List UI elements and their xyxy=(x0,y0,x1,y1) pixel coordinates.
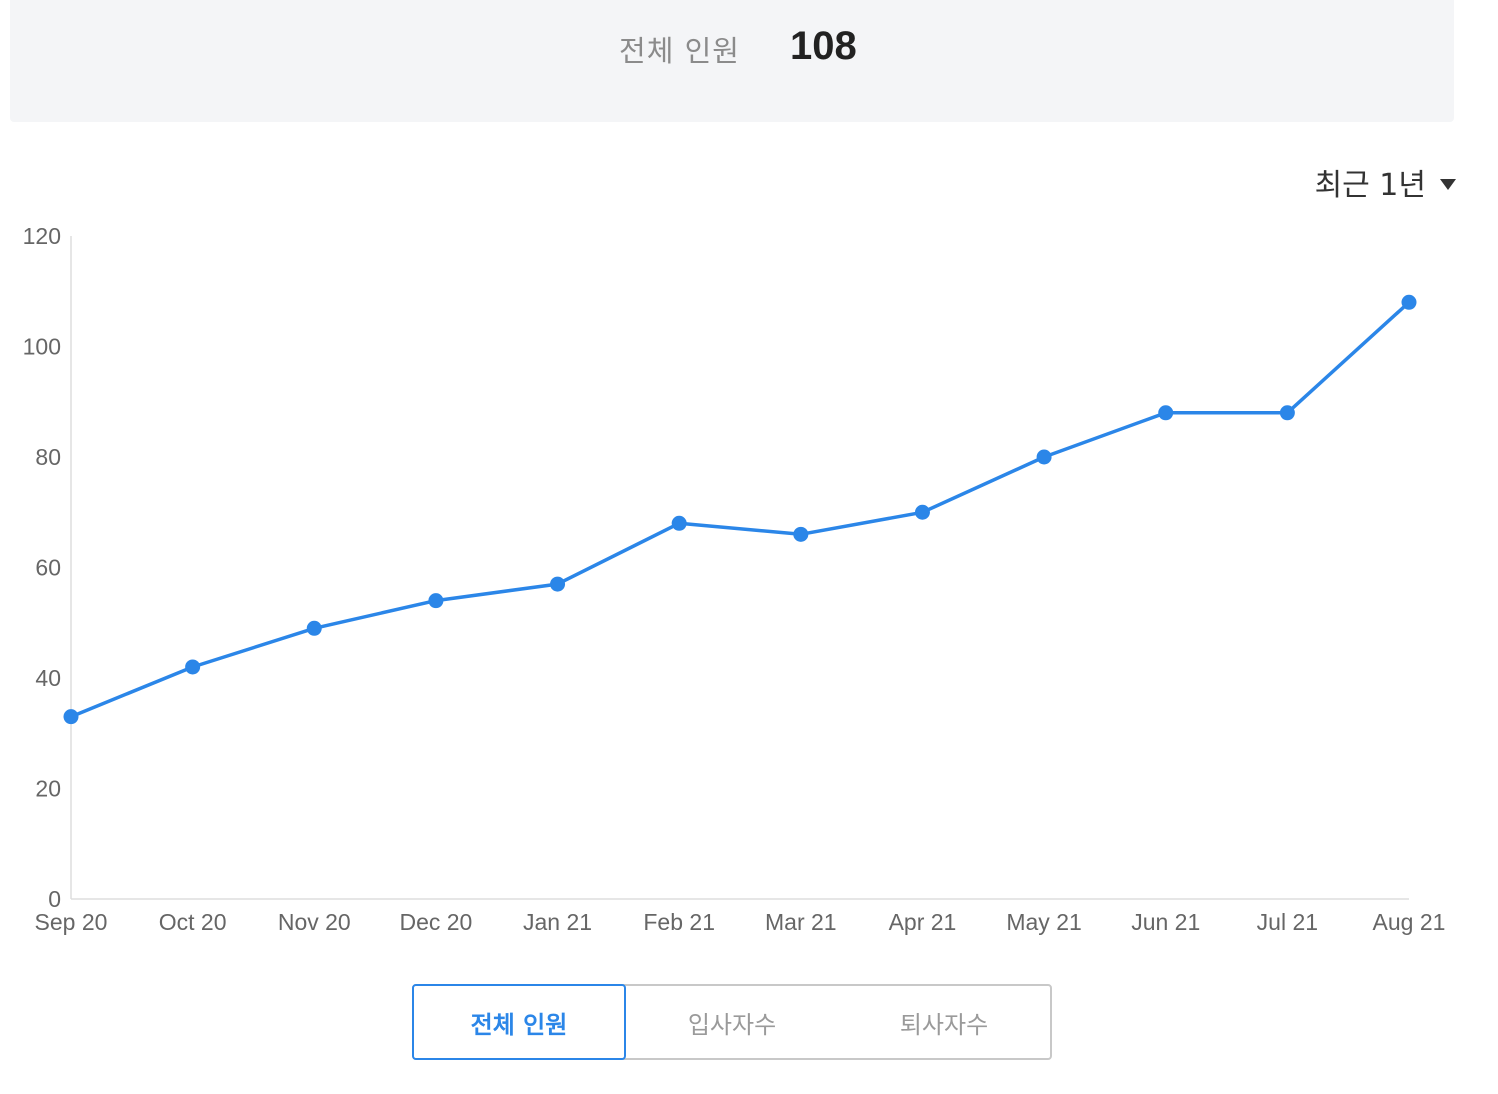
data-point[interactable] xyxy=(550,576,566,592)
period-dropdown-label: 최근 1년 xyxy=(1314,168,1426,203)
data-point[interactable] xyxy=(1158,405,1174,421)
y-tick-label: 0 xyxy=(48,886,61,912)
x-tick-label: Jun 21 xyxy=(1131,909,1200,935)
series-line xyxy=(70,301,1411,719)
series-group xyxy=(63,294,1417,725)
y-tick-label: 40 xyxy=(35,665,61,691)
y-axis-ticks: 0 20 40 60 80 100 120 xyxy=(23,223,61,912)
x-tick-label: Feb 21 xyxy=(643,909,715,935)
data-point[interactable] xyxy=(1401,294,1417,310)
summary-box: 전체 인원 108 xyxy=(10,0,1454,122)
period-dropdown[interactable]: 최근 1년 xyxy=(1315,160,1456,204)
data-point[interactable] xyxy=(1279,405,1295,421)
tab-total-headcount[interactable]: 전체 인원 xyxy=(412,984,626,1060)
y-tick-label: 80 xyxy=(35,444,61,470)
x-tick-label: Dec 20 xyxy=(399,909,472,935)
x-tick-label: Aug 21 xyxy=(1373,909,1446,935)
data-point[interactable] xyxy=(793,526,809,542)
y-tick-label: 60 xyxy=(35,555,61,581)
x-tick-label: Apr 21 xyxy=(889,909,957,935)
x-tick-label: Jul 21 xyxy=(1257,909,1318,935)
metric-tab-group: 전체 인원 입사자수 퇴사자수 xyxy=(412,984,1052,1060)
data-point[interactable] xyxy=(914,504,930,520)
y-tick-label: 100 xyxy=(23,334,61,360)
data-point[interactable] xyxy=(63,709,79,725)
tab-departures[interactable]: 퇴사자수 xyxy=(899,1010,989,1039)
summary-value: 108 xyxy=(790,24,857,68)
x-tick-label: Oct 20 xyxy=(159,909,227,935)
data-point[interactable] xyxy=(428,593,444,609)
x-tick-label: Jan 21 xyxy=(523,909,592,935)
data-point[interactable] xyxy=(306,620,322,636)
summary-label: 전체 인원 xyxy=(619,34,740,68)
headcount-line-chart: 0 20 40 60 80 100 120 Sep 20 Oct 20 Nov 20 Dec 20… xyxy=(23,223,1446,935)
y-tick-label: 120 xyxy=(23,223,61,249)
x-tick-label: Mar 21 xyxy=(765,909,837,935)
y-tick-label: 20 xyxy=(35,776,61,802)
data-point[interactable] xyxy=(1036,449,1052,465)
data-point[interactable] xyxy=(185,659,201,675)
x-tick-label: May 21 xyxy=(1006,909,1081,935)
caret-down-icon xyxy=(1440,178,1456,190)
x-tick-label: Nov 20 xyxy=(278,909,351,935)
data-point[interactable] xyxy=(671,515,687,531)
tab-hires[interactable]: 입사자수 xyxy=(687,1010,777,1039)
x-axis-ticks: Sep 20 Oct 20 Nov 20 Dec 20 Jan 21 Feb 21 Mar … xyxy=(35,909,1446,935)
x-tick-label: Sep 20 xyxy=(35,909,108,935)
